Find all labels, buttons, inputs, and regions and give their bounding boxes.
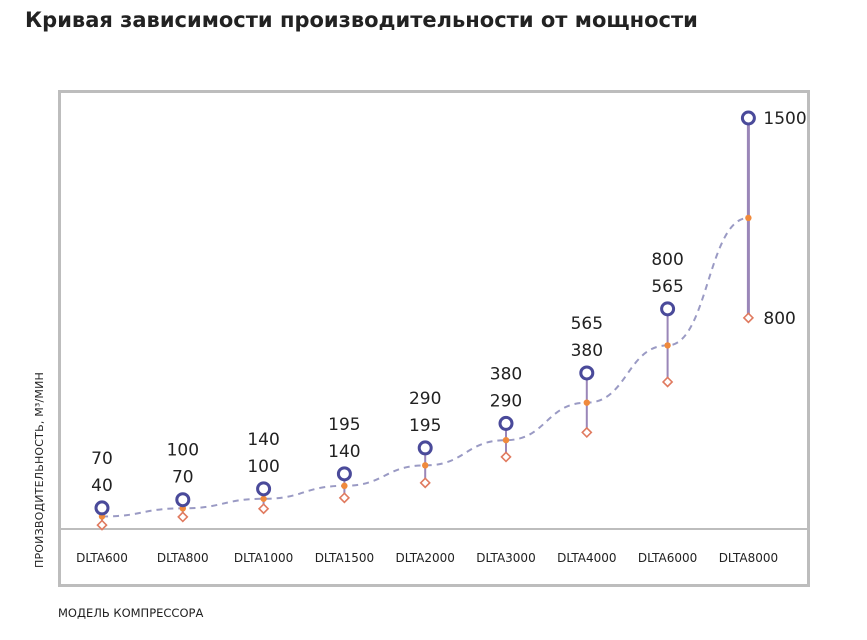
max-value-label-1: 100: [167, 441, 199, 461]
min-marker-2: [257, 503, 270, 515]
min-marker-0: [96, 519, 108, 531]
x-tick-label-5: DLTA3000: [476, 551, 535, 565]
min-marker-4: [419, 477, 431, 489]
min-value-label-4: 195: [409, 416, 441, 436]
x-axis-label: МОДЕЛЬ КОМПРЕССОРА: [58, 606, 204, 620]
max-marker-2: [256, 481, 272, 497]
plot-frame: [58, 90, 810, 587]
max-marker-5: [498, 415, 514, 431]
min-value-label-2: 100: [247, 457, 279, 477]
x-tick-label-8: DLTA8000: [719, 551, 778, 565]
max-marker-8: [740, 110, 756, 126]
max-value-label-5: 380: [490, 364, 522, 384]
mid-marker-2: [260, 495, 267, 502]
x-tick-label-2: DLTA1000: [234, 551, 293, 565]
min-value-label-5: 290: [490, 391, 522, 411]
mid-marker-3: [341, 482, 348, 490]
min-value-label-6: 380: [571, 341, 603, 361]
mid-marker-7: [664, 342, 671, 349]
min-marker-8: [742, 312, 755, 324]
max-marker-4: [417, 440, 433, 456]
max-value-label-3: 195: [328, 415, 360, 435]
max-value-label-4: 290: [409, 389, 441, 409]
x-tick-label-4: DLTA2000: [395, 551, 454, 565]
chart-title: Кривая зависимости производительности от…: [25, 8, 698, 32]
x-tick-label-3: DLTA1500: [315, 551, 374, 565]
max-value-label-0: 70: [91, 449, 113, 469]
min-value-label-8: 800: [763, 309, 795, 329]
max-marker-7: [660, 301, 676, 317]
max-value-label-6: 565: [571, 314, 603, 334]
min-value-label-1: 70: [172, 468, 194, 488]
mid-marker-8: [745, 214, 752, 222]
min-marker-3: [338, 492, 351, 504]
min-marker-1: [177, 511, 189, 523]
max-value-label-2: 140: [247, 430, 279, 450]
max-value-label-8: 1500: [763, 109, 806, 129]
x-tick-label-7: DLTA6000: [638, 551, 697, 565]
mid-marker-5: [502, 436, 510, 444]
x-tick-label-0: DLTA600: [76, 551, 128, 565]
mid-marker-4: [422, 462, 429, 469]
mid-marker-6: [583, 399, 590, 406]
max-marker-3: [336, 466, 352, 482]
x-tick-label-6: DLTA4000: [557, 551, 616, 565]
x-tick-label-1: DLTA800: [157, 551, 209, 565]
min-marker-5: [500, 451, 512, 463]
max-marker-1: [175, 492, 191, 508]
max-marker-0: [94, 500, 110, 516]
min-value-label-3: 140: [328, 442, 360, 462]
min-value-label-0: 40: [91, 476, 113, 496]
max-marker-6: [579, 365, 595, 381]
min-marker-7: [661, 376, 674, 388]
max-value-label-7: 800: [651, 250, 683, 270]
min-value-label-7: 565: [651, 277, 683, 297]
min-marker-6: [581, 426, 593, 439]
